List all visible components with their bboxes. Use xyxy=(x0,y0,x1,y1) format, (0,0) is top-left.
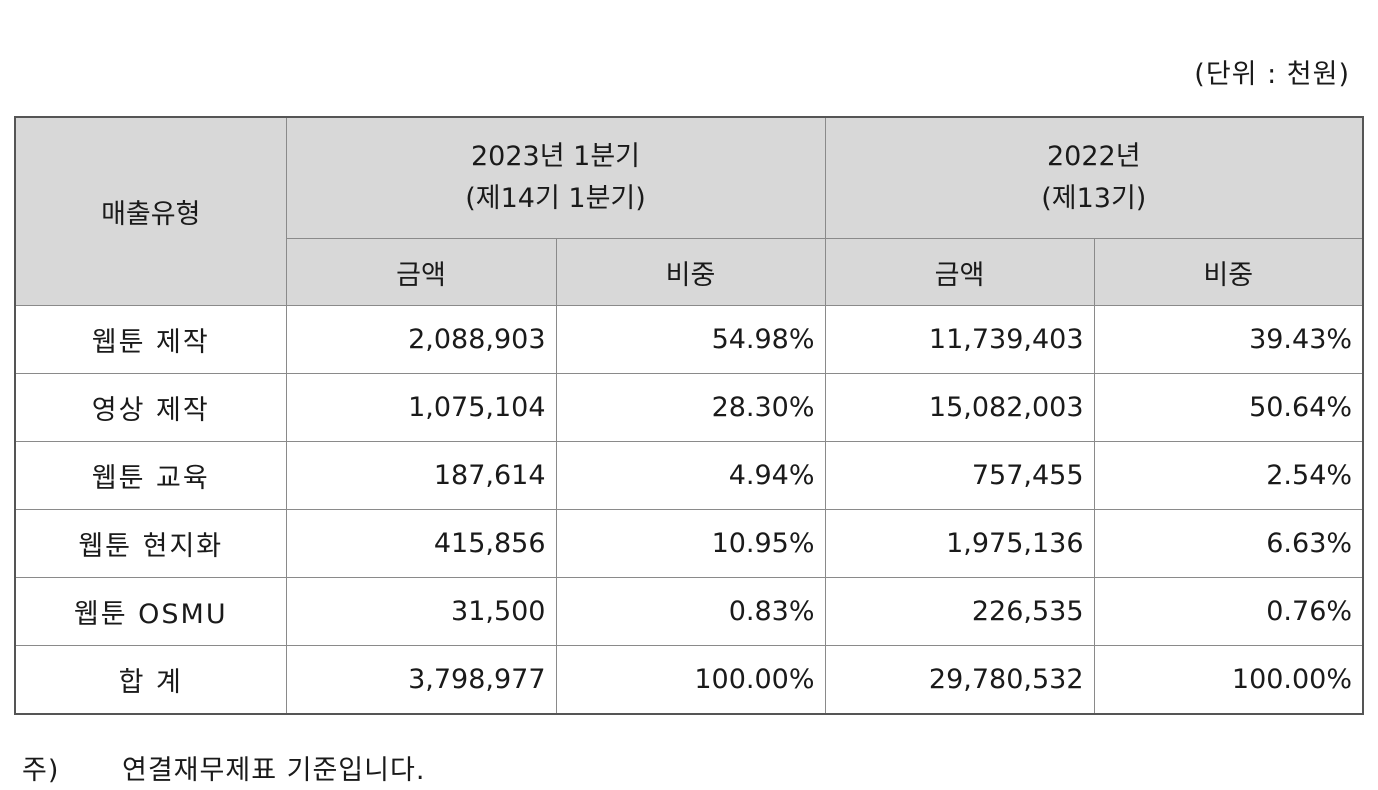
row-label: 웹툰 교육 xyxy=(14,441,287,510)
cell-amount-2022: 15,082,003 xyxy=(824,373,1095,442)
row-label-total: 합 계 xyxy=(14,645,287,715)
cell-amount-2023q1: 187,614 xyxy=(285,441,557,510)
revenue-by-type-table: 매출유형 2023년 1분기 (제14기 1분기) 2022년 (제13기) 금… xyxy=(14,116,1365,715)
cell-ratio-2022: 0.76% xyxy=(1093,577,1364,646)
cell-amount-2023q1: 2,088,903 xyxy=(285,305,557,374)
cell-amount-2022: 29,780,532 xyxy=(824,645,1095,715)
row-label: 웹툰 제작 xyxy=(14,305,287,374)
cell-ratio-2023q1: 54.98% xyxy=(555,305,826,374)
unit-label: (단위 : 천원) xyxy=(1194,59,1350,90)
table-row: 영상 제작 1,075,104 28.30% 15,082,003 50.64% xyxy=(14,373,1364,442)
footnote-mark: 주) xyxy=(22,755,60,786)
cell-amount-2022: 226,535 xyxy=(824,577,1095,646)
cell-amount-2023q1: 415,856 xyxy=(285,509,557,578)
header-period-2023q1-line2: (제14기 1분기) xyxy=(465,183,646,214)
row-label: 영상 제작 xyxy=(14,373,287,442)
cell-amount-2022: 1,975,136 xyxy=(824,509,1095,578)
cell-ratio-2023q1: 0.83% xyxy=(555,577,826,646)
header-period-2022: 2022년 (제13기) xyxy=(824,116,1364,239)
header-ratio-2022: 비중 xyxy=(1093,238,1364,306)
footnote: 주) 연결재무제표 기준입니다. xyxy=(22,748,425,787)
header-ratio-2023q1: 비중 xyxy=(555,238,826,306)
header-period-2023q1: 2023년 1분기 (제14기 1분기) xyxy=(285,116,826,239)
table-row: 웹툰 OSMU 31,500 0.83% 226,535 0.76% xyxy=(14,577,1364,646)
cell-ratio-2023q1: 100.00% xyxy=(555,645,826,715)
cell-ratio-2022: 39.43% xyxy=(1093,305,1364,374)
row-label: 웹툰 OSMU xyxy=(14,577,287,646)
cell-ratio-2022: 100.00% xyxy=(1093,645,1364,715)
header-period-2023q1-line1: 2023년 1분기 xyxy=(471,141,640,172)
cell-ratio-2022: 6.63% xyxy=(1093,509,1364,578)
table-row: 웹툰 교육 187,614 4.94% 757,455 2.54% xyxy=(14,441,1364,510)
cell-ratio-2023q1: 28.30% xyxy=(555,373,826,442)
cell-ratio-2022: 50.64% xyxy=(1093,373,1364,442)
table-row: 웹툰 현지화 415,856 10.95% 1,975,136 6.63% xyxy=(14,509,1364,578)
cell-amount-2022: 757,455 xyxy=(824,441,1095,510)
header-amount-2023q1: 금액 xyxy=(285,238,557,306)
header-period-2022-line2: (제13기) xyxy=(1041,183,1147,214)
header-period-2022-line1: 2022년 xyxy=(1046,141,1141,172)
header-amount-2022: 금액 xyxy=(824,238,1095,306)
cell-amount-2023q1: 3,798,977 xyxy=(285,645,557,715)
cell-amount-2023q1: 1,075,104 xyxy=(285,373,557,442)
cell-amount-2023q1: 31,500 xyxy=(285,577,557,646)
header-sales-type: 매출유형 xyxy=(14,116,287,306)
cell-amount-2022: 11,739,403 xyxy=(824,305,1095,374)
cell-ratio-2023q1: 4.94% xyxy=(555,441,826,510)
row-label: 웹툰 현지화 xyxy=(14,509,287,578)
table-row: 웹툰 제작 2,088,903 54.98% 11,739,403 39.43% xyxy=(14,305,1364,374)
table-row-total: 합 계 3,798,977 100.00% 29,780,532 100.00% xyxy=(14,645,1364,715)
footnote-text: 연결재무제표 기준입니다. xyxy=(122,755,426,786)
cell-ratio-2022: 2.54% xyxy=(1093,441,1364,510)
cell-ratio-2023q1: 10.95% xyxy=(555,509,826,578)
